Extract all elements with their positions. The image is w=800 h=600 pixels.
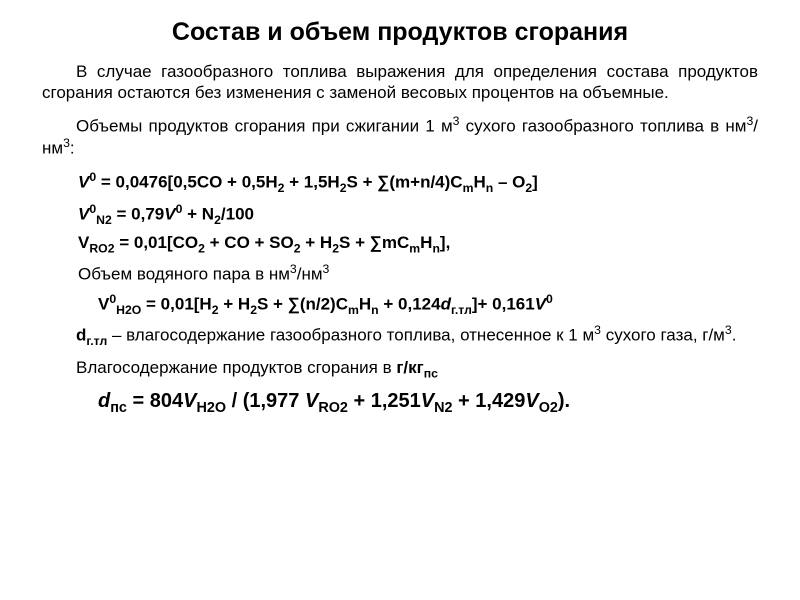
text: /100: [221, 205, 254, 224]
page-title: Состав и объем продуктов сгорания: [42, 18, 758, 47]
text: ).: [558, 390, 570, 412]
text: = 0,0476[0,5CO + 0,5H: [96, 173, 277, 192]
symbol-d: d: [441, 295, 451, 314]
text: + 1,429: [453, 390, 526, 412]
subscript-RO2: RO2: [89, 242, 114, 256]
subscript: n: [432, 242, 439, 256]
subscript: m: [348, 303, 359, 317]
symbol-V: V: [78, 205, 89, 224]
subscript-H2O: H2O: [116, 303, 141, 317]
text: .: [732, 325, 737, 344]
symbol-d: d: [76, 325, 86, 344]
symbol-V: V: [305, 390, 318, 412]
note-dgtl: dг.тл – влагосодержание газообразного то…: [42, 323, 758, 349]
text: ]: [532, 173, 538, 192]
symbol-d: d: [98, 390, 110, 412]
formula-VRO2: VRO2 = 0,01[CO2 + CO + SO2 + H2S + ∑mCmH…: [78, 232, 758, 257]
symbol-V: V: [164, 205, 175, 224]
subscript: 2: [340, 181, 347, 195]
formula-V0: V0 = 0,0476[0,5CO + 0,5H2 + 1,5H2S + ∑(m…: [78, 169, 758, 197]
text: :: [70, 139, 75, 158]
subscript: n: [371, 303, 378, 317]
formula-dpc: dпс = 804VH2O / (1,977 VRO2 + 1,251VN2 +…: [98, 388, 758, 418]
text: = 0,01[H: [141, 295, 211, 314]
paragraph-intro: В случае газообразного топлива выражения…: [42, 61, 758, 104]
subscript-gtl: г.тл: [86, 334, 107, 348]
text: Влагосодержание продуктов сгорания в: [76, 358, 396, 377]
subscript-N2: N2: [434, 400, 452, 416]
symbol-V: V: [421, 390, 434, 412]
superscript-0: 0: [546, 292, 553, 306]
subscript: 2: [214, 213, 221, 227]
subscript-gtl: г.тл: [451, 303, 472, 317]
subscript-H2O: H2O: [196, 400, 226, 416]
text: ],: [440, 233, 450, 252]
text: + H: [301, 233, 333, 252]
text: S + ∑mC: [339, 233, 409, 252]
subscript-pc: пс: [424, 366, 438, 380]
text: ]+ 0,161: [472, 295, 535, 314]
text: – влагосодержание газообразного топлива,…: [107, 325, 594, 344]
unit: г/кг: [396, 358, 423, 377]
label-humidity: Влагосодержание продуктов сгорания в г/к…: [42, 357, 758, 382]
superscript: 3: [323, 262, 330, 276]
symbol-V: V: [183, 390, 196, 412]
symbol-V: V: [78, 173, 89, 192]
label-steam-volume: Объем водяного пара в нм3/нм3: [78, 261, 758, 287]
text: + N: [182, 205, 214, 224]
text: + 0,124: [379, 295, 441, 314]
text: + H: [219, 295, 251, 314]
symbol-V: V: [98, 295, 109, 314]
symbol-V: V: [525, 390, 538, 412]
text: + CO + SO: [205, 233, 294, 252]
superscript: 3: [725, 323, 732, 337]
text: = 0,79: [112, 205, 164, 224]
subscript-O2: O2: [539, 400, 558, 416]
text: S + ∑(m+n/4)C: [347, 173, 463, 192]
text: – O: [493, 173, 525, 192]
subscript: 2: [332, 242, 339, 256]
text: S + ∑(n/2)C: [257, 295, 348, 314]
subscript-RO2: RO2: [318, 400, 348, 416]
superscript: 3: [63, 136, 70, 150]
text: / (1,977: [226, 390, 305, 412]
superscript: 3: [290, 262, 297, 276]
text: + 1,251: [348, 390, 421, 412]
subscript: 2: [198, 242, 205, 256]
formula-V0H2O: V0H2O = 0,01[H2 + H2S + ∑(n/2)CmHn + 0,1…: [98, 291, 758, 319]
text: = 0,01[CO: [115, 233, 199, 252]
text: /нм: [297, 265, 323, 284]
text: Объемы продуктов сгорания при сжигании 1…: [76, 116, 453, 135]
text: сухого газообразного топлива в нм: [459, 116, 746, 135]
subscript: m: [409, 242, 420, 256]
subscript: m: [463, 181, 474, 195]
text: + 1,5H: [284, 173, 339, 192]
formula-V0N2: V0N2 = 0,79V0 + N2/100: [78, 201, 758, 229]
text: H: [420, 233, 432, 252]
symbol-V: V: [78, 233, 89, 252]
text: сухого газа, г/м: [601, 325, 725, 344]
subscript: 2: [294, 242, 301, 256]
subscript: 2: [212, 303, 219, 317]
text: = 804: [127, 390, 183, 412]
paragraph-volumes: Объемы продуктов сгорания при сжигании 1…: [42, 114, 758, 160]
text: H: [473, 173, 485, 192]
subscript: 2: [250, 303, 257, 317]
superscript: 3: [594, 323, 601, 337]
subscript-pc: пс: [110, 400, 127, 416]
text: H: [359, 295, 371, 314]
slide: Состав и объем продуктов сгорания В случ…: [0, 0, 800, 600]
text: Объем водяного пара в нм: [78, 265, 290, 284]
subscript-N2: N2: [96, 213, 112, 227]
symbol-V: V: [535, 295, 546, 314]
